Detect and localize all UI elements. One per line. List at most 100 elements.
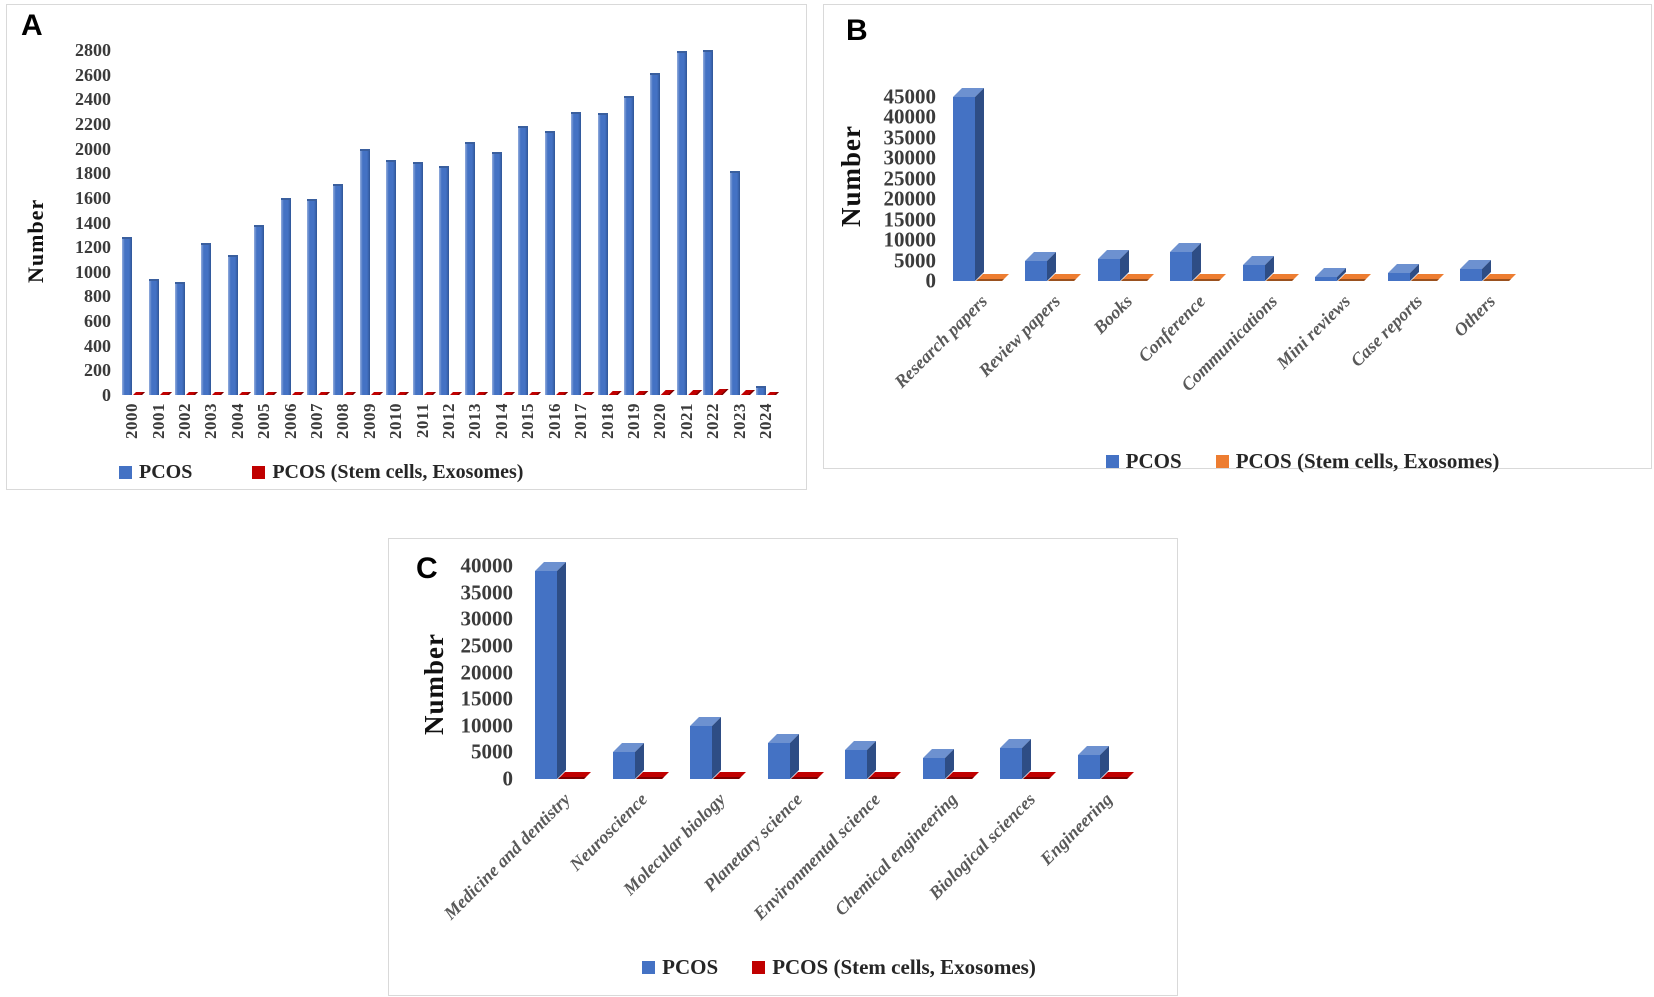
- legend-item: PCOS: [1105, 449, 1182, 474]
- bar-stem-exosomes-flat: [1410, 274, 1444, 281]
- x-axis-label: Books: [1086, 285, 1159, 460]
- legend-item: PCOS: [642, 955, 718, 980]
- x-axis-label-text: 2007: [307, 403, 327, 439]
- x-axis-label: Medicine and dentistry: [440, 783, 599, 958]
- bar-pcos-3d: [1025, 251, 1057, 281]
- bar-group: [1231, 97, 1304, 281]
- bar-stem-exosomes: [344, 392, 357, 395]
- plot-area: [521, 562, 1141, 779]
- bar-group: [251, 50, 278, 395]
- bar-group: [330, 50, 357, 395]
- legend: PCOS PCOS (Stem cells, Exosomes): [824, 449, 1651, 474]
- x-axis-label-text: 2001: [148, 403, 168, 439]
- bar-pcos: [175, 281, 186, 395]
- bar-group: [674, 50, 702, 395]
- x-axis-label: 2018: [594, 403, 620, 461]
- y-axis-ticks: 0 5000 10000 15000 20000 25000 30000 35000 40000…: [824, 86, 937, 291]
- x-axis-label: 2020: [647, 403, 673, 461]
- legend-label: PCOS (Stem cells, Exosomes): [1235, 449, 1500, 473]
- bar-group: [753, 50, 779, 395]
- y-tick-label: 1000: [75, 261, 111, 282]
- bar-stem-exosomes: [186, 392, 199, 395]
- bar-group: [594, 50, 622, 395]
- bar-pcos: [703, 50, 714, 395]
- x-axis-label: 2004: [225, 403, 251, 461]
- bar-front-face: [767, 743, 790, 779]
- x-axis-label-text: 2010: [386, 403, 406, 439]
- x-axis-label: 2010: [383, 403, 409, 461]
- legend-item: PCOS (Stem cells, Exosomes): [252, 461, 523, 484]
- y-tick-label: 2200: [75, 113, 111, 134]
- bar-stem-exosomes: [291, 392, 304, 395]
- panel-b: B Number 0 5000 10000 15000 20000 25000 30000 3…: [823, 4, 1652, 473]
- bar-stem-exosomes: [133, 392, 146, 395]
- x-axis-label: 2000: [119, 403, 145, 461]
- bar-pcos: [650, 73, 661, 395]
- y-tick-label: 40000: [883, 104, 937, 129]
- y-tick-label: 2800: [75, 40, 111, 60]
- y-tick-label: 10000: [883, 227, 937, 252]
- x-axis-label-text: 2009: [359, 403, 379, 439]
- bar-pcos: [544, 131, 555, 395]
- y-tick-label: 1400: [75, 212, 111, 233]
- x-axis-labels: Medicine and dentistry Neuroscience Molecu…: [440, 783, 1141, 958]
- bar-front-face: [535, 571, 558, 779]
- bar-group: [621, 50, 649, 395]
- bar-pcos: [491, 152, 502, 395]
- x-axis-label-text: 2019: [623, 403, 643, 439]
- bar-stem-exosomes-flat: [1483, 274, 1517, 281]
- y-tick-label: 35000: [460, 580, 514, 605]
- bar-side-face: [974, 88, 984, 281]
- bar-group: [726, 50, 755, 395]
- bar-pcos-3d: [952, 88, 984, 281]
- bar-group: [436, 50, 463, 395]
- bar-group: [1449, 97, 1522, 281]
- x-axis-label: 2022: [700, 403, 726, 461]
- bar-pcos: [227, 254, 238, 395]
- bar-group: [1376, 97, 1449, 281]
- bar-pcos: [333, 184, 344, 395]
- legend-label: PCOS: [662, 955, 719, 979]
- x-axis-label-text: 2018: [597, 403, 617, 439]
- legend-swatch: [752, 961, 766, 974]
- bar-pcos: [755, 386, 766, 395]
- y-tick-label: 2000: [75, 138, 111, 159]
- legend-item: PCOS (Stem cells, Exosomes): [752, 955, 1036, 980]
- bar-stem-exosomes: [370, 392, 383, 395]
- x-axis-label: 2012: [436, 403, 462, 461]
- y-tick-label: 0: [502, 766, 514, 791]
- bar-stem-exosomes: [476, 392, 489, 395]
- legend-swatch: [252, 466, 266, 479]
- bar-group: [986, 566, 1064, 779]
- bar-stem-exosomes-flat: [1120, 274, 1154, 281]
- bar-pcos: [122, 237, 133, 395]
- plot-area: [941, 88, 1522, 281]
- legend-label: PCOS: [1125, 449, 1182, 473]
- x-axis-label: 2009: [357, 403, 383, 461]
- bar-front-face: [1387, 272, 1410, 281]
- bar-front-face: [1460, 268, 1483, 281]
- y-tick-label: 800: [84, 286, 111, 307]
- bar-group: [754, 566, 832, 779]
- bar-group: [304, 50, 331, 395]
- bar-group: [1086, 97, 1159, 281]
- bar-pcos: [597, 112, 608, 395]
- bar-front-face: [1000, 748, 1023, 779]
- y-tick-label: 1800: [75, 163, 111, 184]
- bar-stem-exosomes-flat: [868, 772, 902, 779]
- x-axis-label: Biological sciences: [925, 783, 1064, 958]
- x-axis-label-text: 2011: [412, 403, 432, 439]
- bar-group: [357, 50, 383, 395]
- x-axis-label: 2007: [304, 403, 330, 461]
- bar-group: [515, 50, 542, 395]
- bar-pcos: [676, 51, 687, 395]
- x-axis-labels: 2000 2001 2002 2003 2004 2005 2006 2007 2008 2009…: [119, 403, 779, 461]
- x-axis-label-text: 2013: [465, 403, 485, 439]
- bar-group: [676, 566, 754, 779]
- y-tick-label: 400: [84, 335, 111, 356]
- bar-stem-exosomes: [608, 391, 622, 395]
- x-axis-label: Communications: [1177, 285, 1304, 460]
- x-axis-label-text: 2002: [175, 403, 195, 439]
- bar-group: [521, 562, 599, 779]
- x-axis-label-text: Medicine and dentistry: [439, 789, 574, 924]
